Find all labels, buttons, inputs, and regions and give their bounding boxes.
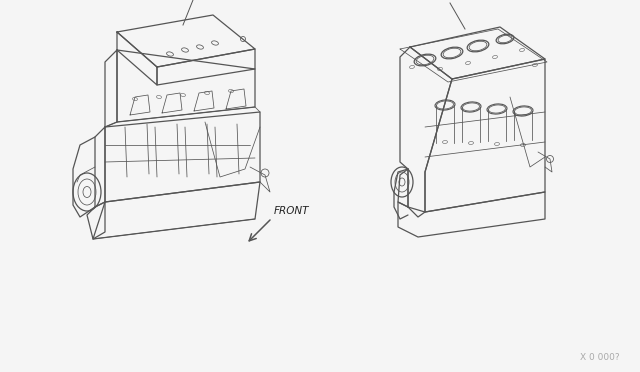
Text: FRONT: FRONT	[274, 206, 310, 216]
Text: 10103: 10103	[431, 0, 468, 2]
Text: X 0 000?: X 0 000?	[580, 353, 620, 362]
